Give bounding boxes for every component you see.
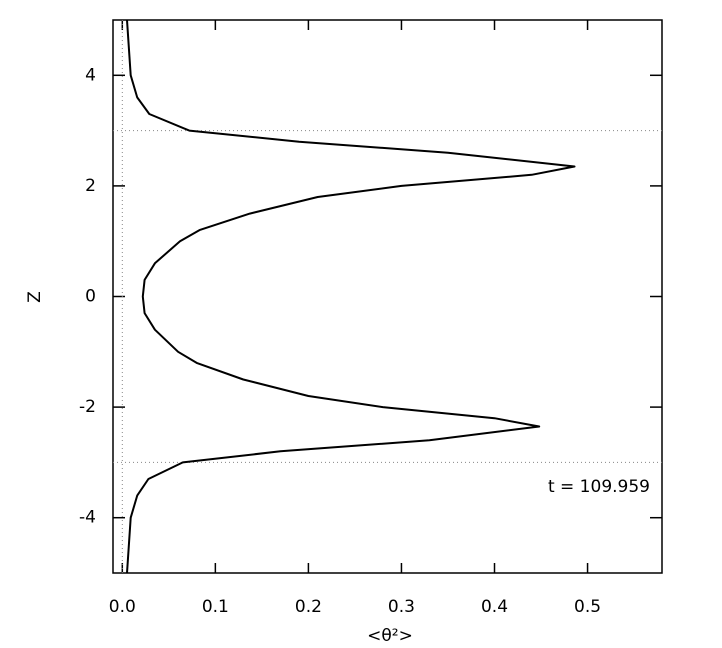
y-tick-label: 0 <box>85 287 96 307</box>
x-tick-label: 0.2 <box>295 597 322 617</box>
x-axis-label: <θ²> <box>367 626 413 646</box>
y-tick-label: -2 <box>79 397 96 417</box>
y-tick-label: -4 <box>79 508 96 528</box>
x-tick-label: 0.5 <box>574 597 601 617</box>
x-tick-label: 0.4 <box>481 597 508 617</box>
x-tick-label: 0.1 <box>202 597 229 617</box>
x-tick-label: 0.0 <box>109 597 136 617</box>
y-tick-label: 4 <box>85 65 96 85</box>
y-axis-label: Z <box>25 291 45 303</box>
x-tick-label: 0.3 <box>388 597 415 617</box>
y-tick-label: 2 <box>85 176 96 196</box>
data-line <box>126 19 576 574</box>
annotation: t = 109.959 <box>548 477 650 497</box>
